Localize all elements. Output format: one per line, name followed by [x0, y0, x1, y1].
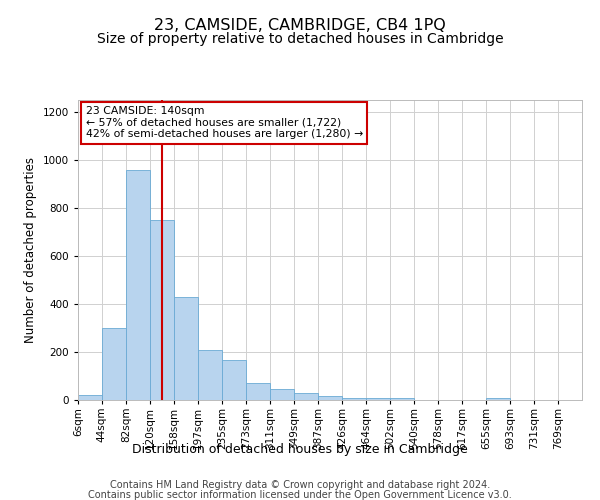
Bar: [318, 396, 342, 400]
Bar: [150, 220, 173, 400]
Text: Contains public sector information licensed under the Open Government Licence v3: Contains public sector information licen…: [88, 490, 512, 500]
Text: Size of property relative to detached houses in Cambridge: Size of property relative to detached ho…: [97, 32, 503, 46]
Bar: [366, 398, 390, 400]
Bar: [126, 170, 150, 400]
Bar: [246, 383, 270, 400]
Bar: [487, 398, 510, 400]
Bar: [342, 398, 366, 400]
Bar: [270, 389, 294, 400]
Bar: [222, 360, 246, 400]
Bar: [173, 297, 198, 400]
Bar: [390, 398, 414, 400]
Bar: [198, 350, 222, 400]
Bar: [78, 395, 102, 400]
Bar: [102, 328, 126, 400]
Text: Distribution of detached houses by size in Cambridge: Distribution of detached houses by size …: [132, 442, 468, 456]
Text: 23, CAMSIDE, CAMBRIDGE, CB4 1PQ: 23, CAMSIDE, CAMBRIDGE, CB4 1PQ: [154, 18, 446, 32]
Text: 23 CAMSIDE: 140sqm
← 57% of detached houses are smaller (1,722)
42% of semi-deta: 23 CAMSIDE: 140sqm ← 57% of detached hou…: [86, 106, 363, 139]
Y-axis label: Number of detached properties: Number of detached properties: [24, 157, 37, 343]
Text: Contains HM Land Registry data © Crown copyright and database right 2024.: Contains HM Land Registry data © Crown c…: [110, 480, 490, 490]
Bar: [294, 393, 318, 400]
